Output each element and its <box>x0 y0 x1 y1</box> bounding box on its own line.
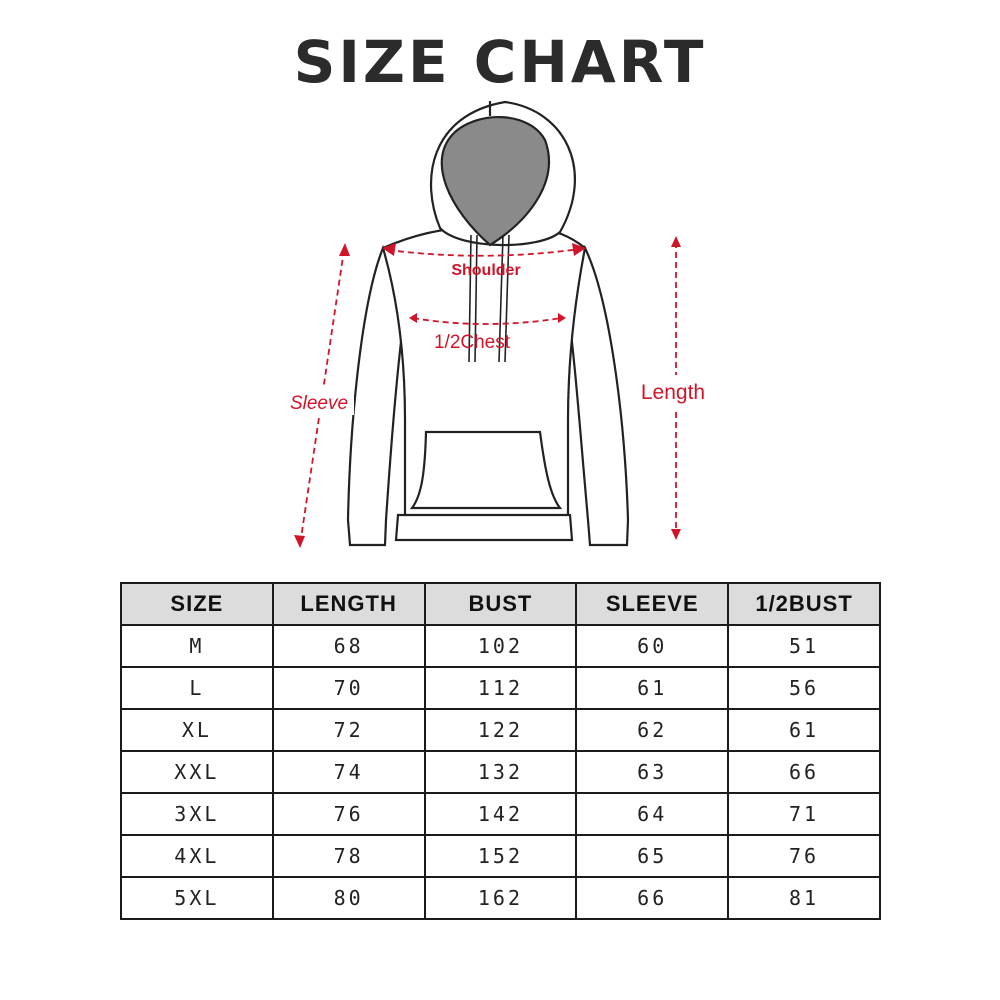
cell-half-bust: 66 <box>727 750 881 794</box>
table-header-row: SIZE LENGTH BUST SLEEVE 1/2BUST <box>120 582 881 626</box>
cell-bust: 122 <box>423 708 578 752</box>
table-row: XL 72 122 62 61 <box>120 708 881 752</box>
hoodie-diagram: Shoulder 1/2Chest Sleeve Length <box>289 100 706 548</box>
table-row: XXL 74 132 63 66 <box>120 750 881 794</box>
cell-bust: 142 <box>423 792 578 836</box>
hoodie-illustration <box>346 100 630 547</box>
cell-size: XXL <box>120 750 274 794</box>
cell-bust: 102 <box>423 624 578 668</box>
chest-arrow <box>412 317 563 325</box>
header-sleeve: SLEEVE <box>575 582 730 626</box>
cell-half-bust: 51 <box>727 624 881 668</box>
cell-half-bust: 76 <box>727 834 881 878</box>
cell-sleeve: 64 <box>575 792 730 836</box>
table-row: 5XL 80 162 66 81 <box>120 876 881 920</box>
cell-length: 70 <box>271 666 426 710</box>
cell-sleeve: 62 <box>575 708 730 752</box>
cell-size: L <box>120 666 274 710</box>
arrowheads <box>294 236 681 548</box>
header-size: SIZE <box>120 582 274 626</box>
length-label: Length <box>641 381 705 404</box>
cell-bust: 132 <box>423 750 578 794</box>
cell-half-bust: 56 <box>727 666 881 710</box>
cell-size: 3XL <box>120 792 274 836</box>
size-table: SIZE LENGTH BUST SLEEVE 1/2BUST M 68 102 60… <box>120 582 881 920</box>
shoulder-arrow <box>387 248 581 257</box>
cell-bust: 162 <box>423 876 578 920</box>
table-row: L 70 112 61 56 <box>120 666 881 710</box>
cell-length: 72 <box>271 708 426 752</box>
table-row: 3XL 76 142 64 71 <box>120 792 881 836</box>
cell-bust: 112 <box>423 666 578 710</box>
shoulder-label: Shoulder <box>451 262 520 279</box>
sleeve-label: Sleeve <box>290 393 348 414</box>
cell-size: 4XL <box>120 834 274 878</box>
cell-half-bust: 71 <box>727 792 881 836</box>
header-length: LENGTH <box>271 582 426 626</box>
table-row: M 68 102 60 51 <box>120 624 881 668</box>
header-bust: BUST <box>423 582 578 626</box>
cell-sleeve: 60 <box>575 624 730 668</box>
cell-length: 80 <box>271 876 426 920</box>
cell-sleeve: 63 <box>575 750 730 794</box>
cell-half-bust: 61 <box>727 708 881 752</box>
cell-length: 76 <box>271 792 426 836</box>
cell-bust: 152 <box>423 834 578 878</box>
cell-sleeve: 66 <box>575 876 730 920</box>
page-title: SIZE CHART <box>293 28 707 96</box>
chest-label: 1/2Chest <box>434 332 511 353</box>
cell-size: M <box>120 624 274 668</box>
cell-half-bust: 81 <box>727 876 881 920</box>
cell-sleeve: 61 <box>575 666 730 710</box>
cell-length: 74 <box>271 750 426 794</box>
cell-length: 78 <box>271 834 426 878</box>
cell-sleeve: 65 <box>575 834 730 878</box>
table-row: 4XL 78 152 65 76 <box>120 834 881 878</box>
measurement-arrows <box>299 242 677 546</box>
cell-length: 68 <box>271 624 426 668</box>
cell-size: 5XL <box>120 876 274 920</box>
cell-size: XL <box>120 708 274 752</box>
header-half-bust: 1/2BUST <box>727 582 881 626</box>
